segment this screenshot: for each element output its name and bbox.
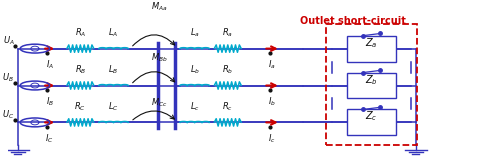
Text: $I_A$: $I_A$ <box>46 58 54 71</box>
Text: $L_a$: $L_a$ <box>190 27 200 39</box>
Text: $U_B$: $U_B$ <box>2 71 14 84</box>
Text: $M_{Aa}$: $M_{Aa}$ <box>151 1 167 13</box>
Text: $R_B$: $R_B$ <box>74 63 86 76</box>
Text: Outlet short-circuit: Outlet short-circuit <box>300 16 406 26</box>
Text: $U_A$: $U_A$ <box>2 34 14 47</box>
FancyBboxPatch shape <box>347 73 396 98</box>
Text: $I_B$: $I_B$ <box>46 95 54 108</box>
Text: $U_C$: $U_C$ <box>2 108 14 120</box>
Text: $M_{Cc}$: $M_{Cc}$ <box>150 96 167 109</box>
Text: $M_{Bb}$: $M_{Bb}$ <box>150 51 168 64</box>
Text: $I_a$: $I_a$ <box>268 58 276 71</box>
FancyBboxPatch shape <box>347 109 396 135</box>
Text: $R_C$: $R_C$ <box>74 100 86 113</box>
Text: $I_b$: $I_b$ <box>268 95 276 108</box>
Text: $L_c$: $L_c$ <box>190 100 200 113</box>
Text: $Z_c$: $Z_c$ <box>366 110 378 123</box>
Text: $L_b$: $L_b$ <box>190 63 200 76</box>
Text: $R_A$: $R_A$ <box>74 27 86 39</box>
Text: $R_a$: $R_a$ <box>222 27 234 39</box>
FancyBboxPatch shape <box>347 36 396 62</box>
Text: $L_C$: $L_C$ <box>108 100 119 113</box>
Text: $Z_a$: $Z_a$ <box>365 36 378 50</box>
Text: $L_A$: $L_A$ <box>108 27 118 39</box>
Text: $L_B$: $L_B$ <box>108 63 118 76</box>
Text: $Z_b$: $Z_b$ <box>365 73 378 87</box>
Text: $I_C$: $I_C$ <box>46 132 54 144</box>
Text: $I_c$: $I_c$ <box>268 132 276 144</box>
Text: $R_b$: $R_b$ <box>222 63 234 76</box>
Text: $R_c$: $R_c$ <box>222 100 234 113</box>
